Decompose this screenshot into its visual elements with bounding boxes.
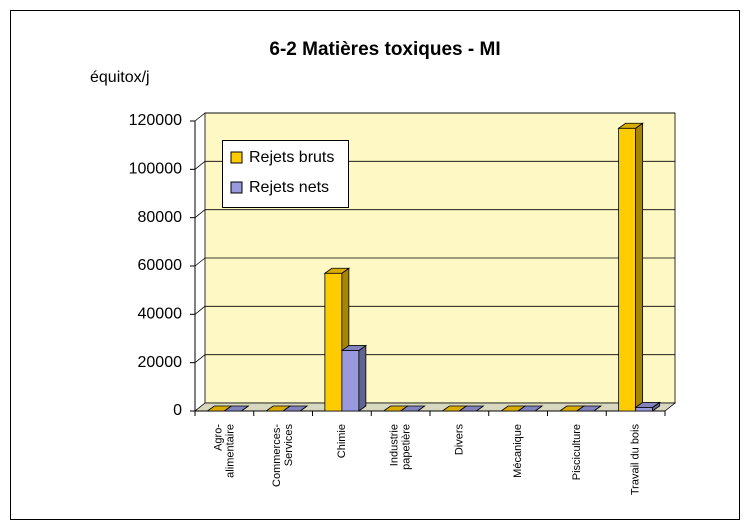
x-tick-label: Chimie — [336, 424, 348, 458]
grid-line — [194, 161, 206, 170]
bar-top — [223, 405, 250, 412]
legend-label: Rejets nets — [249, 179, 329, 196]
bar-top — [634, 401, 661, 408]
bar — [281, 405, 309, 412]
bar-top — [575, 405, 603, 412]
bar-side — [635, 122, 644, 412]
legend-swatch — [230, 181, 243, 194]
y-tick-label: 40000 — [138, 306, 183, 323]
bar-top — [340, 345, 368, 351]
bar — [399, 405, 426, 412]
legend-label: Rejets bruts — [249, 149, 334, 166]
bar-front — [635, 406, 654, 412]
floor — [193, 402, 677, 412]
grid-line — [194, 306, 206, 315]
x-tick-label: Travail du bois — [630, 424, 642, 496]
bar-top — [281, 405, 309, 412]
y-axis-label: équitox/j — [90, 69, 150, 86]
bar — [617, 122, 644, 412]
x-tick-label: Agro-alimentaire — [212, 424, 236, 478]
bar — [340, 344, 368, 412]
chart-title: 6-2 Matières toxiques - MI — [269, 39, 500, 60]
bar-top — [458, 405, 485, 412]
bar — [458, 405, 485, 412]
bar — [634, 401, 661, 412]
legend: Rejets bruts Rejets nets — [222, 140, 349, 208]
legend-box — [222, 140, 349, 208]
y-tick-label: 100000 — [129, 161, 182, 178]
y-tick-label: 120000 — [129, 112, 182, 129]
bar-front — [618, 127, 637, 412]
bar-side — [358, 344, 367, 412]
bar — [516, 405, 544, 412]
bar-top — [617, 122, 644, 129]
y-tick-label: 60000 — [138, 257, 183, 274]
grid-line — [194, 112, 206, 122]
legend-swatch — [230, 151, 243, 164]
x-tick-label: Industriepapetière — [389, 424, 413, 470]
bar-front — [341, 350, 360, 412]
grid-line — [194, 209, 206, 218]
bar — [223, 405, 250, 412]
bar-top — [399, 405, 426, 412]
y-tick-label: 0 — [173, 402, 182, 419]
bar — [575, 405, 603, 412]
y-tick-label: 20000 — [138, 354, 183, 371]
x-tick-label: Commerces-Services — [271, 424, 295, 487]
x-tick-label: Divers — [453, 424, 465, 456]
y-tick-label: 80000 — [138, 209, 183, 226]
grid-line — [194, 257, 206, 267]
bar-front — [324, 272, 343, 412]
bar-top — [516, 405, 544, 412]
x-tick-label: Mécanique — [512, 424, 524, 478]
bar-top — [323, 267, 351, 274]
grid-line — [194, 354, 206, 363]
x-tick-label: Pisciculture — [571, 424, 583, 480]
